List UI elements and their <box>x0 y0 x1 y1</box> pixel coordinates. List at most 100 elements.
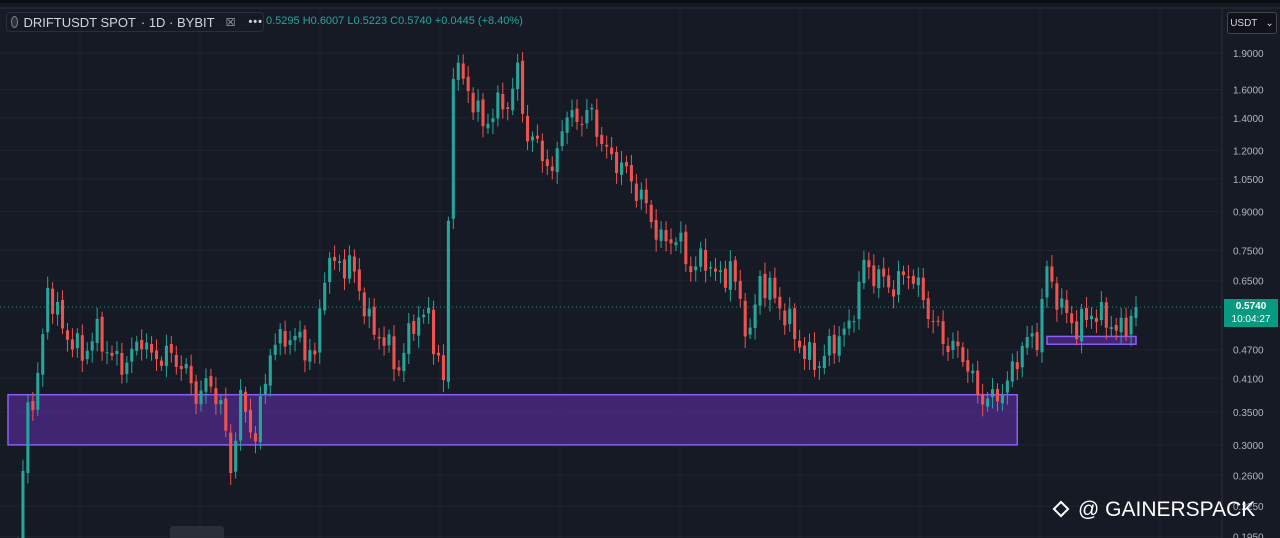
candle-body <box>273 344 277 355</box>
collapse-icon[interactable]: ☒ <box>225 16 236 29</box>
candle-body <box>684 231 688 265</box>
symbol-info-box[interactable]: DRIFTUSDT SPOT · 1D · BYBIT ☒ ••• <box>6 12 264 32</box>
candle-body <box>80 335 84 361</box>
candle-body <box>793 308 797 339</box>
candle-body <box>728 261 732 290</box>
candle-body <box>1010 361 1014 382</box>
candle-body <box>525 115 530 142</box>
candle-body <box>1124 317 1128 337</box>
candle-body <box>506 107 510 109</box>
candle-body <box>758 275 762 306</box>
candle-body <box>936 320 940 322</box>
candle-body <box>951 340 955 351</box>
candle-body <box>184 363 188 369</box>
y-tick-label: 0.9000 <box>1233 208 1264 219</box>
candle-body <box>130 348 134 362</box>
candle-body <box>318 308 322 353</box>
candle-body <box>699 248 703 267</box>
candle-body <box>362 292 366 317</box>
candle-body <box>476 100 480 112</box>
candle-body <box>916 277 920 286</box>
symbol-name[interactable]: DRIFTUSDT SPOT <box>23 14 136 30</box>
candle-body <box>1045 266 1049 298</box>
candle-body <box>615 152 619 174</box>
candle-body <box>486 123 490 129</box>
y-tick-label: 1.9000 <box>1233 49 1264 60</box>
more-options-icon[interactable]: ••• <box>248 16 263 28</box>
candle-body <box>1119 317 1123 333</box>
candle-body <box>293 335 297 341</box>
candle-body <box>619 162 624 175</box>
candle-body <box>842 328 846 335</box>
candle-body <box>209 376 213 387</box>
candle-body <box>60 299 65 329</box>
candle-body <box>41 334 45 375</box>
candle-body <box>367 308 371 317</box>
candle-body <box>313 350 317 355</box>
candle-body <box>530 136 535 141</box>
candle-body <box>169 343 173 353</box>
candle-body <box>303 329 307 361</box>
candle-body <box>26 402 30 474</box>
candle-body <box>402 352 406 372</box>
candle-body <box>887 275 891 288</box>
watermark-text: @ GAINERSPACK <box>1078 498 1256 521</box>
candle-body <box>877 269 881 289</box>
candle-body <box>743 300 747 337</box>
candle-body <box>1000 394 1004 404</box>
candle-body <box>723 268 727 288</box>
candle-body <box>590 107 594 110</box>
candle-body <box>496 92 500 119</box>
bottom-panel-tab[interactable] <box>170 526 224 538</box>
candle-body <box>654 219 658 240</box>
candle-body <box>174 354 178 367</box>
bar-countdown: 10:04:27 <box>1231 314 1271 326</box>
candle-body <box>204 378 208 392</box>
candle-body <box>352 256 356 272</box>
candle-body <box>347 255 351 279</box>
candle-body <box>976 370 980 396</box>
candle-body <box>807 342 812 360</box>
candle-body <box>164 345 168 367</box>
candle-body <box>90 341 94 351</box>
candle-body <box>1080 308 1084 342</box>
interval-exchange[interactable]: · 1D · BYBIT <box>140 14 215 30</box>
candle-body <box>521 60 525 114</box>
candle-body <box>471 92 475 113</box>
candle-body <box>669 239 673 244</box>
candle-body <box>412 321 416 334</box>
candle-body <box>214 388 218 405</box>
candle-body <box>709 267 713 269</box>
support-zone <box>1046 335 1137 345</box>
y-tick-label: 0.4100 <box>1233 375 1264 386</box>
candle-body <box>51 288 55 314</box>
candle-body <box>1129 315 1133 335</box>
candle-body <box>733 260 737 282</box>
candle-body <box>995 388 1000 402</box>
candle-body <box>436 352 441 356</box>
candle-body <box>941 321 945 344</box>
candle-body <box>550 166 554 171</box>
candle-body <box>75 333 79 349</box>
candle-body <box>120 353 124 375</box>
candle-body <box>624 162 629 167</box>
candle-body <box>570 110 574 118</box>
candle-body <box>1070 313 1074 324</box>
candle-body <box>768 277 772 300</box>
candle-body <box>501 94 505 110</box>
currency-selector[interactable]: USDT ⌄ <box>1227 12 1277 34</box>
candle-body <box>432 309 436 355</box>
candle-body <box>748 327 752 335</box>
candle-body <box>783 310 787 326</box>
candle-body <box>427 307 431 314</box>
candle-body <box>1065 299 1069 313</box>
candle-body <box>585 109 589 124</box>
candle-body <box>85 350 89 360</box>
candle-body <box>308 350 312 362</box>
y-tick-label: 0.2600 <box>1233 471 1264 482</box>
candle-body <box>1025 336 1029 348</box>
candle-body <box>456 62 460 80</box>
candle-body <box>253 433 257 442</box>
